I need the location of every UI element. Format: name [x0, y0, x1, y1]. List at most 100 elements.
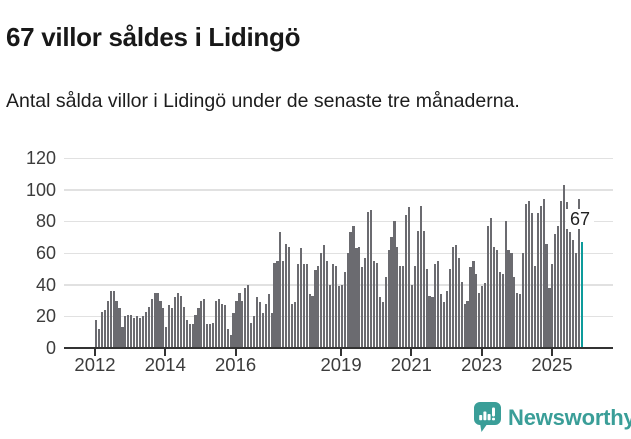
bar: [416, 230, 419, 348]
bar: [554, 234, 557, 348]
bar: [343, 272, 346, 348]
bar: [536, 213, 539, 348]
bar: [457, 257, 460, 348]
bar: [504, 221, 507, 348]
bar: [563, 184, 566, 348]
bar: [179, 295, 182, 348]
bar: [530, 213, 533, 348]
bar: [159, 300, 162, 348]
x-axis-tick: [550, 349, 553, 356]
bar: [364, 257, 367, 348]
bar: [548, 287, 551, 348]
bar: [568, 232, 572, 348]
bar: [235, 300, 238, 348]
bar: [334, 265, 338, 348]
bar: [358, 246, 361, 348]
bar: [565, 202, 569, 348]
bar: [261, 313, 264, 348]
bar: [378, 297, 381, 348]
bar: [171, 308, 174, 348]
bar: [472, 260, 475, 348]
bar: [367, 211, 370, 348]
bar: [112, 291, 115, 348]
bar: [387, 249, 390, 348]
bar: [106, 300, 109, 348]
bar: [484, 283, 487, 348]
bar: [545, 243, 548, 348]
bar: [437, 260, 440, 348]
bar: [522, 253, 525, 348]
bar: [133, 317, 136, 348]
bar: [238, 292, 241, 348]
bar: [214, 300, 218, 348]
bar: [405, 215, 408, 348]
bar: [486, 226, 490, 348]
bar: [100, 311, 104, 348]
bar: [340, 284, 343, 348]
bar: [331, 264, 335, 348]
bar: [206, 324, 209, 348]
bar: [156, 292, 159, 348]
bar: [293, 302, 297, 348]
bar: [346, 253, 349, 348]
bar: [109, 291, 112, 348]
x-axis-label: 2023: [461, 354, 503, 375]
bar: [232, 313, 235, 348]
bar: [320, 253, 323, 348]
x-axis-label: 2021: [390, 354, 432, 375]
bar: [317, 265, 320, 348]
bar: [402, 265, 405, 348]
bar: [138, 317, 142, 348]
bar: [130, 314, 133, 348]
bar: [349, 232, 352, 348]
bar: [194, 314, 197, 348]
bar: [203, 298, 206, 348]
bar: [527, 200, 531, 348]
bar: [469, 267, 472, 348]
bar: [124, 316, 127, 348]
bar: [384, 276, 387, 348]
bar: [153, 292, 156, 348]
bar: [501, 273, 504, 348]
bar: [375, 262, 378, 348]
bar: [250, 322, 253, 348]
bar: [220, 303, 223, 348]
bar: [419, 205, 422, 348]
bar: [560, 200, 563, 348]
x-axis-tick: [340, 349, 343, 356]
bar: [451, 246, 455, 348]
gridline: [64, 284, 613, 286]
x-axis-tick: [234, 349, 237, 356]
bar: [407, 207, 411, 348]
bar: [273, 262, 276, 348]
y-axis-label: 80: [35, 211, 56, 232]
bar: [279, 232, 282, 348]
bar: [311, 295, 314, 348]
bar: [428, 295, 431, 348]
bar: [209, 324, 212, 348]
bar: [446, 291, 449, 348]
bar: [498, 272, 501, 348]
y-axis-label: 0: [45, 338, 56, 358]
bar: [241, 300, 244, 348]
brand-name: Newsworthy: [508, 405, 631, 430]
bar: [571, 240, 574, 348]
y-axis-label: 100: [25, 179, 56, 200]
bar: [276, 260, 279, 348]
bar: [173, 297, 177, 348]
bar: [495, 249, 498, 348]
bar: [463, 303, 466, 348]
bar: [305, 264, 308, 348]
bar: [97, 329, 101, 348]
highlight-bar: [580, 241, 583, 348]
chart-subtitle: Antal sålda villor i Lidingö under de se…: [6, 89, 520, 112]
bar: [413, 265, 416, 348]
highlight-value-label: 67: [566, 209, 594, 229]
bar: [244, 287, 247, 348]
bar: [299, 248, 302, 348]
bar: [481, 286, 484, 348]
x-axis-tick: [94, 349, 96, 356]
bar: [410, 284, 414, 348]
bar: [223, 305, 226, 348]
